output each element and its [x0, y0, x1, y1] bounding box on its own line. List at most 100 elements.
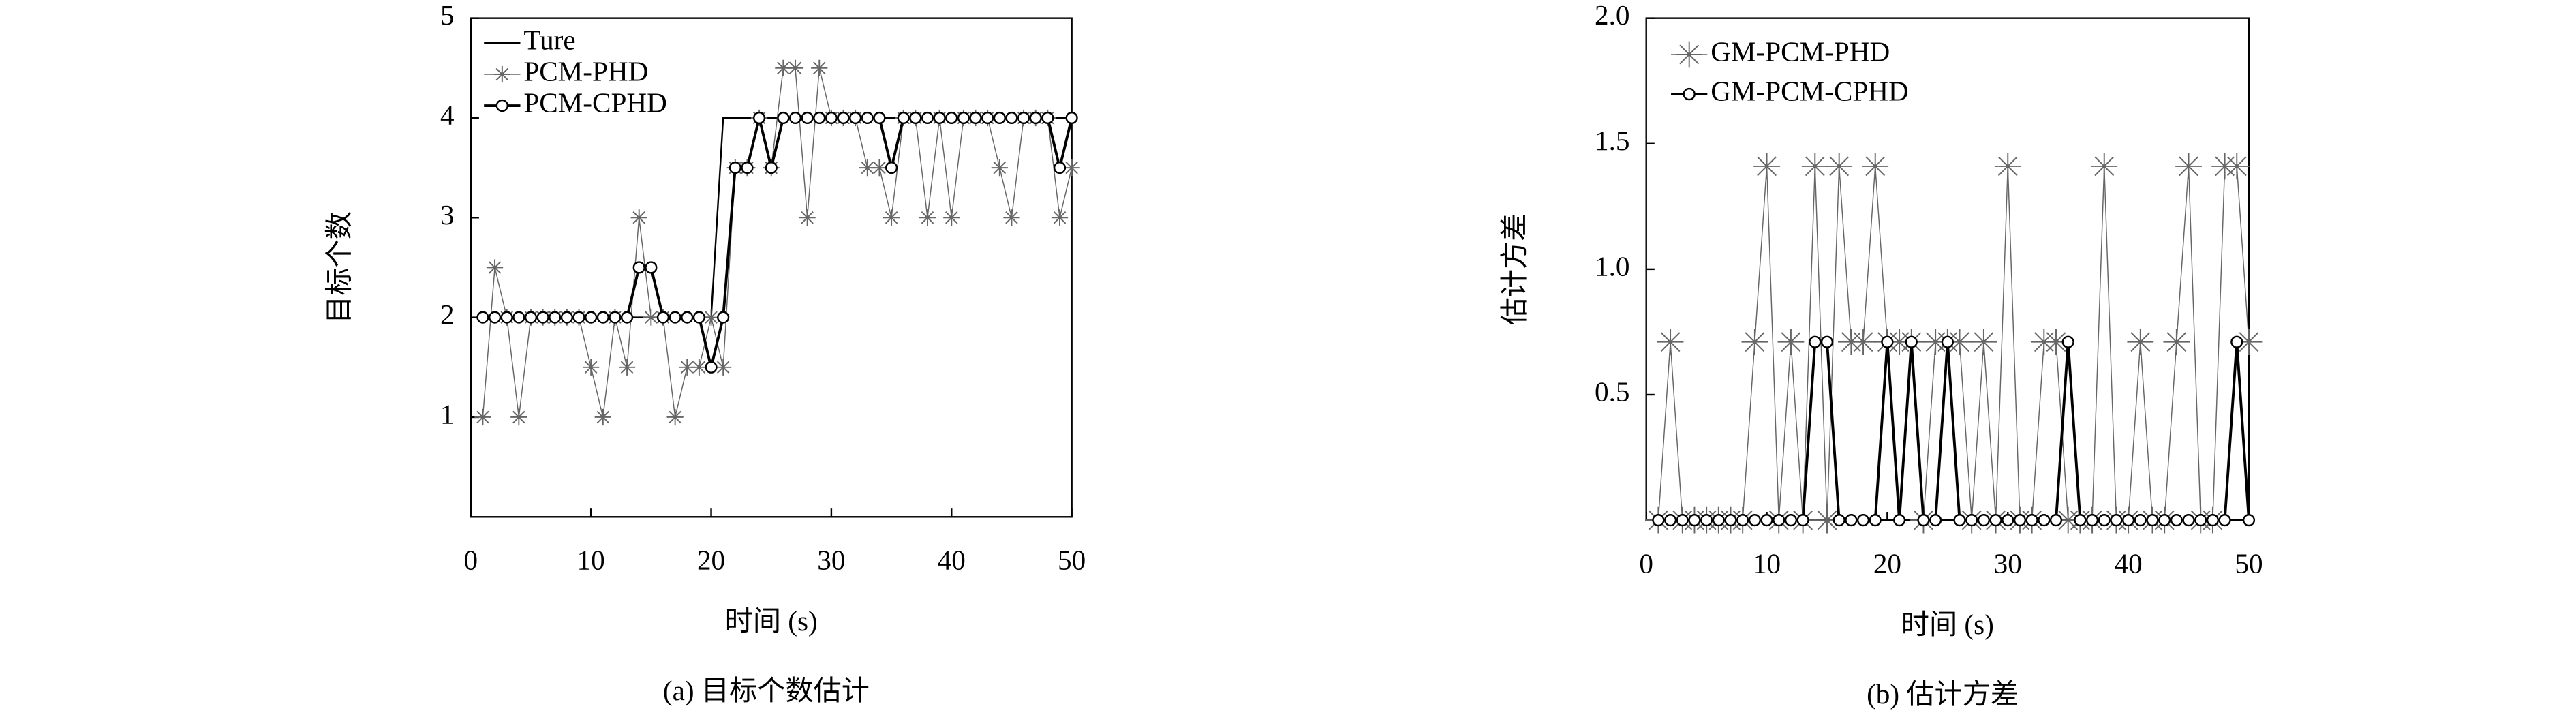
star-marker: [2091, 153, 2118, 180]
circle-marker: [572, 311, 585, 324]
circle-marker: [837, 111, 850, 125]
circle-marker: [2122, 514, 2135, 527]
circle-marker: [2098, 514, 2111, 527]
star-marker: [1753, 153, 1780, 180]
star-marker: [2235, 329, 2263, 356]
circle-marker: [1712, 514, 1725, 527]
circle-marker: [825, 111, 838, 125]
circle-marker: [717, 311, 730, 324]
circle-marker: [2134, 514, 2147, 527]
star-marker: [1813, 506, 1841, 534]
circle-marker: [1676, 514, 1689, 527]
x-tick-label: 0: [463, 545, 478, 576]
circle-marker: [752, 111, 766, 125]
y-tick-label: 1.5: [1595, 125, 1629, 156]
circle-marker: [1881, 335, 1894, 348]
x-tick-label: 40: [938, 545, 966, 576]
circle-marker: [945, 111, 958, 125]
circle-marker: [1965, 514, 1978, 527]
star-marker: [703, 309, 720, 326]
circle-marker: [1688, 514, 1701, 527]
series-line: [482, 117, 1073, 368]
circle-marker: [1053, 162, 1067, 174]
circle-marker: [536, 311, 549, 324]
circle-marker: [849, 111, 862, 125]
circle-marker: [1065, 111, 1078, 125]
circle-marker: [729, 162, 741, 174]
legend-label: PCM-PHD: [523, 55, 648, 87]
y-axis-label: 估计方差: [1499, 213, 1530, 326]
caption: (b) 估计方差: [1867, 678, 2019, 710]
circle-marker: [1796, 514, 1809, 527]
star-marker: [1862, 153, 1889, 180]
legend-label: GM-PCM-CPHD: [1711, 76, 1909, 107]
x-tick-label: 50: [1058, 545, 1086, 576]
star-marker: [643, 309, 660, 326]
circle-marker: [549, 311, 562, 324]
circle-marker: [788, 111, 802, 125]
star-marker: [1741, 329, 1768, 356]
circle-marker: [1856, 514, 1870, 527]
circle-marker: [2002, 514, 2014, 527]
star-marker: [1826, 153, 1853, 180]
star-marker: [594, 408, 611, 426]
star-marker: [943, 209, 960, 226]
star-marker: [679, 359, 696, 376]
circle-marker: [1833, 514, 1845, 527]
star-marker: [871, 159, 888, 177]
circle-marker: [2049, 514, 2063, 527]
y-tick-label: 1: [440, 398, 455, 429]
star-marker: [1777, 329, 1805, 356]
y-axis-label: 目标个数: [323, 211, 354, 324]
circle-marker: [1724, 514, 1737, 527]
x-axis-label: 时间 (s): [1901, 609, 1994, 641]
star-marker: [486, 259, 504, 276]
circle-marker: [692, 311, 705, 324]
star-marker: [1003, 209, 1020, 226]
circle-marker: [1760, 514, 1773, 527]
circle-marker: [801, 111, 814, 125]
star-marker: [811, 59, 828, 76]
star-marker: [510, 408, 527, 426]
circle-marker: [1748, 514, 1761, 527]
circle-marker: [500, 311, 513, 324]
circle-marker: [1700, 514, 1713, 527]
x-tick-label: 10: [577, 545, 605, 576]
circle-marker: [1917, 514, 1930, 527]
circle-marker: [1017, 111, 1030, 125]
star-marker: [786, 59, 804, 76]
circle-marker: [2194, 514, 2207, 527]
x-axis-label: 时间 (s): [725, 605, 818, 637]
star-marker: [1946, 329, 1973, 356]
star-marker: [1994, 153, 2021, 180]
circle-marker: [921, 111, 934, 125]
x-tick-label: 30: [817, 545, 845, 576]
y-tick-label: 0.5: [1595, 376, 1629, 407]
circle-marker: [2146, 514, 2159, 527]
circle-marker: [2110, 514, 2123, 527]
x-tick-label: 0: [1639, 547, 1653, 579]
star-marker: [2127, 329, 2154, 356]
x-tick-label: 50: [2235, 547, 2263, 579]
x-tick-label: 40: [2115, 547, 2143, 579]
y-tick-label: 1.0: [1595, 250, 1629, 282]
circle-marker: [813, 111, 826, 125]
y-tick-label: 2: [440, 299, 455, 330]
circle-marker: [1820, 335, 1834, 348]
star-marker: [583, 359, 600, 376]
circle-marker: [1773, 514, 1785, 527]
circle-marker: [2242, 514, 2256, 527]
x-tick-label: 10: [1753, 547, 1781, 579]
circle-marker: [609, 311, 622, 324]
star-marker: [666, 408, 684, 426]
circle-marker: [2061, 335, 2074, 348]
circle-marker: [1663, 514, 1677, 527]
circle-marker: [981, 111, 994, 125]
circle-marker: [1736, 514, 1749, 527]
circle-marker: [1809, 335, 1822, 348]
legend-marker: [1683, 87, 1696, 101]
circle-marker: [596, 311, 609, 324]
circle-marker: [476, 311, 489, 324]
circle-marker: [1845, 514, 1858, 527]
